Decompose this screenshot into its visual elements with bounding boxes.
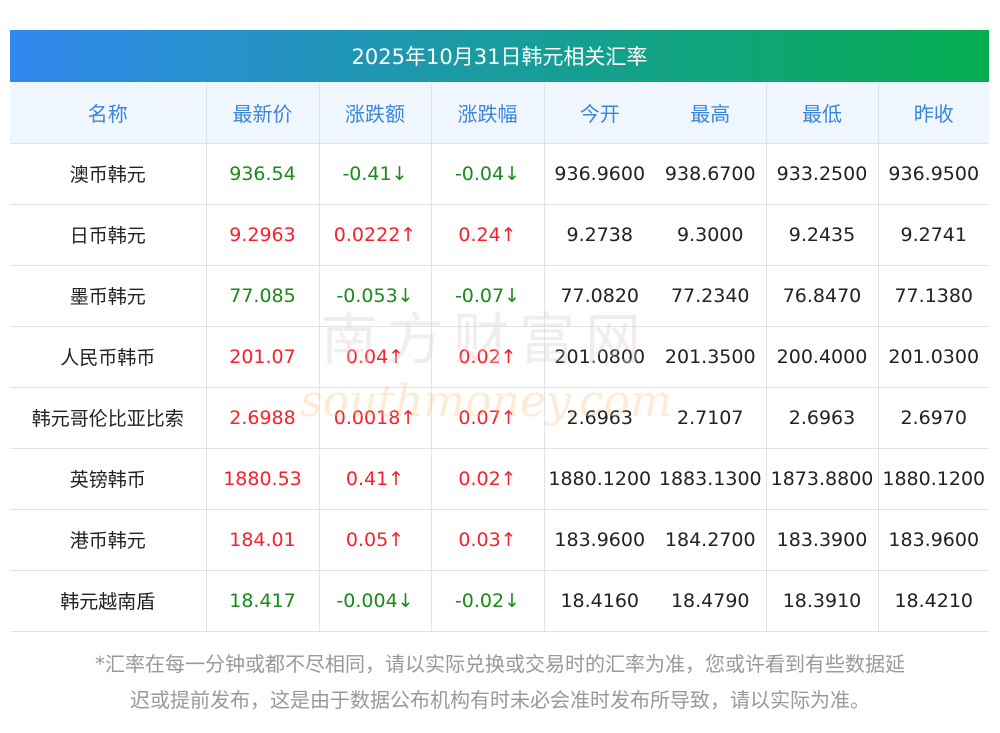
cell-open: 9.2738 [543,204,655,266]
rate-table: 名称 最新价 涨跌额 涨跌幅 今开 最高 最低 昨收 澳币韩元 936.54 -0.… [10,82,989,632]
cell-prev: 183.9600 [877,509,989,571]
header-high: 最高 [655,82,766,144]
cell-latest: 77.085 [205,265,319,327]
cell-prev: 9.2741 [877,204,989,266]
header-row: 名称 最新价 涨跌额 涨跌幅 今开 最高 最低 昨收 [10,82,989,144]
cell-high: 9.3000 [655,204,766,266]
cell-open: 18.4160 [543,570,655,632]
cell-open: 201.0800 [543,326,655,388]
cell-pct: 0.03↑ [430,509,544,571]
header-low: 最低 [765,82,878,144]
cell-pct: 0.02↑ [430,448,544,510]
header-pct: 涨跌幅 [430,82,544,144]
header-prev: 昨收 [877,82,989,144]
cell-open: 2.6963 [543,387,655,449]
cell-low: 9.2435 [765,204,878,266]
table-row: 英镑韩币 1880.53 0.41↑ 0.02↑ 1880.1200 1883.1300 1… [10,448,989,510]
cell-prev: 77.1380 [877,265,989,327]
table-row: 人民币韩币 201.07 0.04↑ 0.02↑ 201.0800 201.3500 200… [10,326,989,388]
cell-prev: 201.0300 [877,326,989,388]
cell-high: 1883.1300 [655,448,766,510]
cell-high: 184.2700 [655,509,766,571]
cell-change: -0.004↓ [318,570,431,632]
cell-high: 18.4790 [655,570,766,632]
table-row: 墨币韩元 77.085 -0.053↓ -0.07↓ 77.0820 77.2340 76.… [10,265,989,327]
cell-high: 201.3500 [655,326,766,388]
cell-latest: 2.6988 [205,387,319,449]
cell-pct: 0.02↑ [430,326,544,388]
cell-name: 澳币韩元 [10,143,206,205]
cell-name: 英镑韩币 [10,448,206,510]
cell-pct: 0.24↑ [430,204,544,266]
table-row: 日币韩元 9.2963 0.0222↑ 0.24↑ 9.2738 9.3000 9.2435… [10,204,989,266]
cell-low: 18.3910 [765,570,878,632]
cell-name: 韩元越南盾 [10,570,206,632]
cell-open: 183.9600 [543,509,655,571]
cell-latest: 1880.53 [205,448,319,510]
cell-change: 0.05↑ [318,509,431,571]
cell-low: 200.4000 [765,326,878,388]
cell-prev: 936.9500 [877,143,989,205]
disclaimer-line-1: *汇率在每一分钟或都不尽相同，请以实际兑换或交易时的汇率为准，您或许看到有些数据… [95,652,905,676]
header-latest: 最新价 [205,82,319,144]
cell-name: 日币韩元 [10,204,206,266]
cell-pct: 0.07↑ [430,387,544,449]
cell-change: 0.41↑ [318,448,431,510]
cell-pct: -0.02↓ [430,570,544,632]
cell-pct: -0.07↓ [430,265,544,327]
table-row: 韩元哥伦比亚比索 2.6988 0.0018↑ 0.07↑ 2.6963 2.7107 2.… [10,387,989,449]
cell-prev: 1880.1200 [877,448,989,510]
cell-latest: 201.07 [205,326,319,388]
disclaimer: *汇率在每一分钟或都不尽相同，请以实际兑换或交易时的汇率为准，您或许看到有些数据… [0,646,1000,718]
cell-latest: 9.2963 [205,204,319,266]
cell-change: 0.04↑ [318,326,431,388]
cell-open: 77.0820 [543,265,655,327]
cell-open: 1880.1200 [543,448,655,510]
cell-name: 韩元哥伦比亚比索 [10,387,206,449]
cell-change: 0.0222↑ [318,204,431,266]
cell-change: -0.053↓ [318,265,431,327]
cell-pct: -0.04↓ [430,143,544,205]
header-change: 涨跌额 [318,82,431,144]
cell-high: 2.7107 [655,387,766,449]
cell-low: 933.2500 [765,143,878,205]
cell-change: 0.0018↑ [318,387,431,449]
disclaimer-line-2: 迟或提前发布，这是由于数据公布机构有时未必会准时发布所导致，请以实际为准。 [130,688,870,712]
cell-prev: 18.4210 [877,570,989,632]
cell-latest: 184.01 [205,509,319,571]
cell-low: 76.8470 [765,265,878,327]
cell-low: 1873.8800 [765,448,878,510]
cell-high: 938.6700 [655,143,766,205]
header-open: 今开 [543,82,655,144]
cell-latest: 936.54 [205,143,319,205]
table-row: 韩元越南盾 18.417 -0.004↓ -0.02↓ 18.4160 18.4790 18… [10,570,989,632]
cell-low: 183.3900 [765,509,878,571]
cell-prev: 2.6970 [877,387,989,449]
cell-name: 人民币韩币 [10,326,206,388]
cell-high: 77.2340 [655,265,766,327]
table-title: 2025年10月31日韩元相关汇率 [10,30,989,82]
table-row: 澳币韩元 936.54 -0.41↓ -0.04↓ 936.9600 938.6700 93… [10,143,989,205]
cell-open: 936.9600 [543,143,655,205]
header-name: 名称 [10,82,206,144]
cell-name: 墨币韩元 [10,265,206,327]
cell-low: 2.6963 [765,387,878,449]
cell-name: 港币韩元 [10,509,206,571]
cell-change: -0.41↓ [318,143,431,205]
cell-latest: 18.417 [205,570,319,632]
rate-table-container: 2025年10月31日韩元相关汇率 名称 最新价 涨跌额 涨跌幅 今开 最高 最… [10,30,989,632]
table-row: 港币韩元 184.01 0.05↑ 0.03↑ 183.9600 184.2700 183.… [10,509,989,571]
